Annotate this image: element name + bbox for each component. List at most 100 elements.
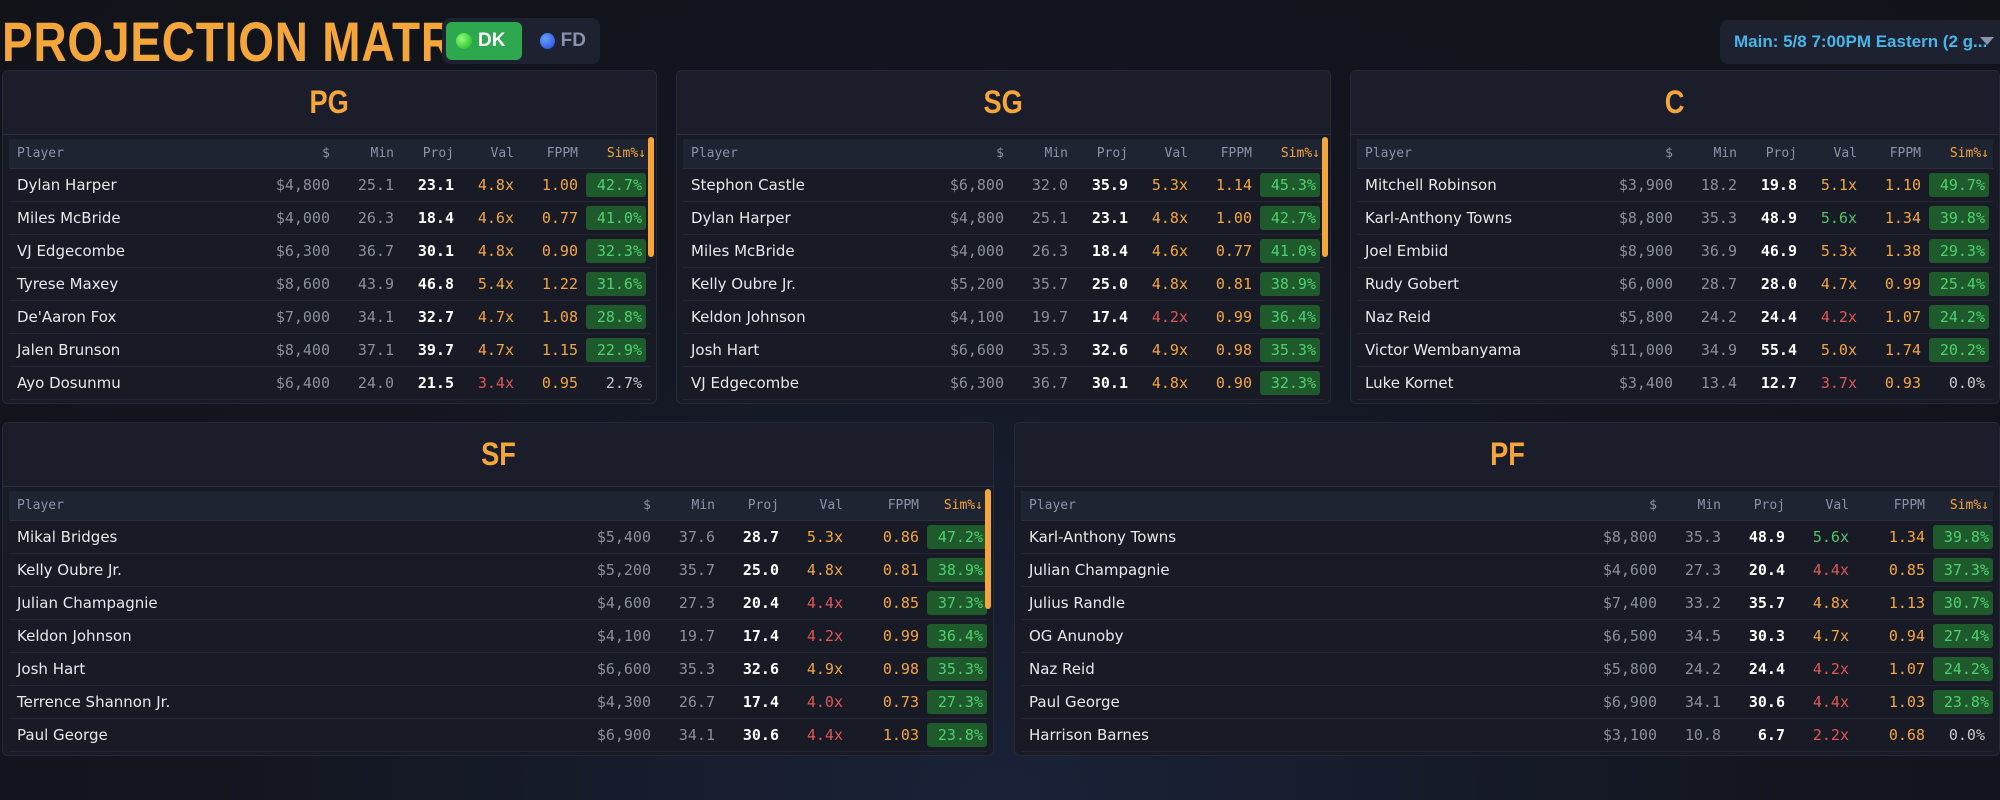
table-row[interactable]: OG Anunoby $6,500 34.5 30.3 4.7x 0.94 27.4% — [1021, 620, 1993, 653]
table-row[interactable]: Paul George $6,900 34.1 30.6 4.4x 1.03 23.8% — [9, 719, 987, 752]
player-name: VJ Edgecombe — [17, 242, 125, 260]
table-row[interactable]: Keldon Johnson $4,100 19.7 17.4 4.2x 0.99 36.4… — [9, 620, 987, 653]
col-salary-header[interactable]: $ — [1649, 498, 1657, 513]
table-row[interactable]: Kelly Oubre Jr. $5,200 35.7 25.0 4.8x 0.81 38.… — [683, 268, 1324, 301]
table-row[interactable]: Victor Wembanyama $11,000 34.9 55.4 5.0x 1.74… — [1357, 334, 1993, 367]
table-row[interactable]: Terrence Shannon Jr. $4,300 26.7 17.4 4.0x 0.… — [9, 686, 987, 719]
col-val-header[interactable]: Val — [1833, 146, 1857, 161]
col-min-header[interactable]: Min — [1044, 146, 1068, 161]
col-fppm-header[interactable]: FPPM — [1889, 146, 1921, 161]
sim-cell: 39.8% — [1925, 206, 1993, 230]
table-row[interactable]: Luke Kornet $3,400 13.4 12.7 3.7x 0.93 0.0% — [1357, 367, 1993, 400]
projection-cell: 18.4 — [417, 209, 454, 227]
col-min-header[interactable]: Min — [1697, 498, 1721, 513]
col-salary-header[interactable]: $ — [643, 498, 651, 513]
table-row[interactable]: De'Aaron Fox $7,000 34.1 32.7 4.7x 1.08 28.8% — [9, 301, 650, 334]
table-row[interactable]: Naz Reid $5,800 24.2 24.4 4.2x 1.07 24.2% — [1021, 653, 1993, 686]
player-name: Kelly Oubre Jr. — [691, 275, 796, 293]
table-row[interactable]: Tyrese Maxey $8,600 43.9 46.8 5.4x 1.22 31.6% — [9, 268, 650, 301]
table-row[interactable]: Josh Hart $6,600 35.3 32.6 4.9x 0.98 35.3% — [683, 334, 1324, 367]
col-val-header[interactable]: Val — [1825, 498, 1849, 513]
player-name: Karl-Anthony Towns — [1365, 209, 1513, 227]
col-salary-header[interactable]: $ — [1665, 146, 1673, 161]
col-player-header[interactable]: Player — [17, 498, 64, 513]
col-proj-header[interactable]: Proj — [1753, 498, 1785, 513]
scrollbar-thumb[interactable] — [1322, 137, 1328, 257]
table-row[interactable]: Rudy Gobert $6,000 28.7 28.0 4.7x 0.99 25.4% — [1357, 268, 1993, 301]
player-name: Naz Reid — [1029, 660, 1095, 678]
col-val-header[interactable]: Val — [1164, 146, 1188, 161]
minutes-cell: 37.1 — [357, 341, 394, 359]
col-proj-header[interactable]: Proj — [1096, 146, 1128, 161]
table-row[interactable]: Naz Reid $5,800 24.2 24.4 4.2x 1.07 24.2% — [1357, 301, 1993, 334]
salary-cell: $8,800 — [1602, 528, 1657, 546]
minutes-cell: 28.7 — [1700, 275, 1737, 293]
table-row[interactable]: Julian Champagnie $4,600 27.3 20.4 4.4x 0.85 3… — [9, 587, 987, 620]
site-button-dk[interactable]: DK — [446, 22, 522, 60]
site-button-fd[interactable]: FD — [530, 22, 596, 60]
table-row[interactable]: Kelly Oubre Jr. $5,200 35.7 25.0 4.8x 0.81 38.… — [9, 554, 987, 587]
table-row[interactable]: Joel Embiid $8,900 36.9 46.9 5.3x 1.38 29.3% — [1357, 235, 1993, 268]
salary-cell: $5,800 — [1602, 660, 1657, 678]
table-row[interactable]: Stephon Castle $6,800 32.0 35.9 5.3x 1.14 45.3… — [683, 169, 1324, 202]
fppm-cell: 1.14 — [1215, 176, 1252, 194]
fppm-cell: 1.00 — [1215, 209, 1252, 227]
projection-cell: 30.6 — [1748, 693, 1785, 711]
table-row[interactable]: Mikal Bridges $5,400 37.6 28.7 5.3x 0.86 47.2% — [9, 521, 987, 554]
col-fppm-header[interactable]: FPPM — [887, 498, 919, 513]
col-player-header[interactable]: Player — [17, 146, 64, 161]
table-row[interactable]: Julius Randle $7,400 33.2 35.7 4.8x 1.13 30.7% — [1021, 587, 1993, 620]
player-name: Josh Hart — [17, 660, 86, 678]
table-row[interactable]: Karl-Anthony Towns $8,800 35.3 48.9 5.6x 1.34… — [1357, 202, 1993, 235]
table-row[interactable]: Dylan Harper $4,800 25.1 23.1 4.8x 1.00 42.7% — [9, 169, 650, 202]
table-row[interactable]: Harrison Barnes $3,100 10.8 6.7 2.2x 0.68 0.0% — [1021, 719, 1993, 752]
scrollbar-thumb[interactable] — [648, 137, 654, 257]
col-salary-header[interactable]: $ — [996, 146, 1004, 161]
col-val-header[interactable]: Val — [490, 146, 514, 161]
col-sim-header[interactable]: Sim%↓ — [1280, 146, 1320, 161]
col-player-header[interactable]: Player — [691, 146, 738, 161]
col-proj-header[interactable]: Proj — [1765, 146, 1797, 161]
col-sim-header[interactable]: Sim%↓ — [606, 146, 646, 161]
table-row[interactable]: Ayo Dosunmu $6,400 24.0 21.5 3.4x 0.95 2.7% — [9, 367, 650, 400]
col-player-header[interactable]: Player — [1029, 498, 1076, 513]
sim-percent-badge: 39.8% — [1929, 206, 1989, 230]
col-player-header[interactable]: Player — [1365, 146, 1412, 161]
col-proj-header[interactable]: Proj — [422, 146, 454, 161]
table-row[interactable]: VJ Edgecombe $6,300 36.7 30.1 4.8x 0.90 32.3% — [683, 367, 1324, 400]
player-name: Stephon Castle — [691, 176, 805, 194]
col-fppm-header[interactable]: FPPM — [1893, 498, 1925, 513]
slate-select[interactable]: Main: 5/8 7:00PM Eastern (2 g... — [1720, 20, 2000, 64]
col-fppm-header[interactable]: FPPM — [1220, 146, 1252, 161]
col-sim-header[interactable]: Sim%↓ — [1949, 498, 1989, 513]
projection-cell: 28.0 — [1760, 275, 1797, 293]
table-row[interactable]: Karl-Anthony Towns $8,800 35.3 48.9 5.6x 1.34… — [1021, 521, 1993, 554]
table-row[interactable]: Keldon Johnson $4,100 19.7 17.4 4.2x 0.99 36.4… — [683, 301, 1324, 334]
table-row[interactable]: Dylan Harper $4,800 25.1 23.1 4.8x 1.00 42.7% — [683, 202, 1324, 235]
value-cell: 4.4x — [806, 594, 843, 612]
table-row[interactable]: Jalen Brunson $8,400 37.1 39.7 4.7x 1.15 22.9% — [9, 334, 650, 367]
table-row[interactable]: Julian Champagnie $4,600 27.3 20.4 4.4x 0.85 3… — [1021, 554, 1993, 587]
col-sim-header[interactable]: Sim%↓ — [1949, 146, 1989, 161]
table-row[interactable]: Paul George $6,900 34.1 30.6 4.4x 1.03 23.8% — [1021, 686, 1993, 719]
table-row[interactable]: Miles McBride $4,000 26.3 18.4 4.6x 0.77 41.0% — [683, 235, 1324, 268]
col-min-header[interactable]: Min — [1713, 146, 1737, 161]
table-row[interactable]: Mitchell Robinson $3,900 18.2 19.8 5.1x 1.10 4… — [1357, 169, 1993, 202]
scrollbar-thumb[interactable] — [985, 489, 991, 609]
projection-cell: 20.4 — [1748, 561, 1785, 579]
panel-header: SF — [3, 423, 993, 487]
col-min-header[interactable]: Min — [370, 146, 394, 161]
table-row[interactable]: Miles McBride $4,000 26.3 18.4 4.6x 0.77 41.0% — [9, 202, 650, 235]
col-sim-header[interactable]: Sim%↓ — [943, 498, 983, 513]
salary-cell: $3,400 — [1618, 374, 1673, 392]
col-fppm-header[interactable]: FPPM — [546, 146, 578, 161]
player-name: Paul George — [1029, 693, 1120, 711]
table-row[interactable]: VJ Edgecombe $6,300 36.7 30.1 4.8x 0.90 32.3% — [9, 235, 650, 268]
col-proj-header[interactable]: Proj — [747, 498, 779, 513]
blue-dot-icon — [540, 33, 555, 49]
sim-percent-badge: 37.3% — [1933, 558, 1993, 582]
col-salary-header[interactable]: $ — [322, 146, 330, 161]
col-val-header[interactable]: Val — [819, 498, 843, 513]
col-min-header[interactable]: Min — [691, 498, 715, 513]
table-row[interactable]: Josh Hart $6,600 35.3 32.6 4.9x 0.98 35.3% — [9, 653, 987, 686]
